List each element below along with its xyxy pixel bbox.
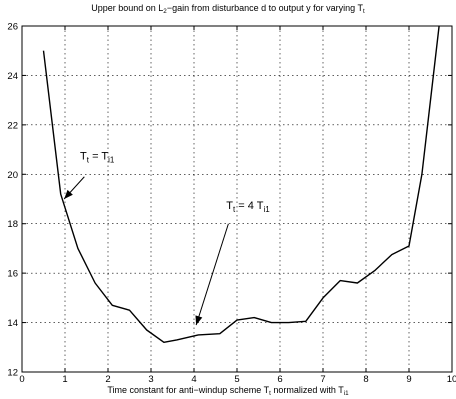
x-tick-label: 1: [62, 374, 67, 385]
annotation-label-part: T: [226, 200, 233, 212]
x-tick-label: 10: [447, 374, 456, 385]
annotation-label-part: t: [233, 205, 236, 214]
y-tick-label: 22: [7, 120, 18, 131]
x-tick-label: 6: [277, 374, 282, 385]
x-tick-label: 8: [363, 374, 368, 385]
annotation-label: Tt = 4 Ti1: [226, 200, 270, 214]
annotation-label-part: = T: [89, 150, 108, 162]
y-tick-label: 26: [7, 22, 18, 33]
grid: [22, 26, 452, 372]
annotation-label-part: T: [80, 150, 87, 162]
x-tick-label: 5: [234, 374, 239, 385]
y-tick-label: 18: [7, 219, 18, 230]
annotation-label-part: i1: [108, 155, 115, 164]
series-line: [42, 25, 440, 343]
annotation-label: Tt = Ti1: [80, 150, 115, 164]
annotation-arrow-head: [64, 189, 73, 199]
x-tick-label: 7: [320, 374, 325, 385]
x-tick-label: 2: [105, 374, 110, 385]
y-tick-label: 24: [7, 71, 18, 82]
x-tick-label: 0: [19, 374, 24, 385]
y-tick-label: 16: [7, 269, 18, 280]
x-tick-label: 9: [406, 374, 411, 385]
annotation-label-part: = 4 T: [235, 200, 264, 212]
x-tick-label: 4: [191, 374, 196, 385]
annotation-label-part: i1: [263, 205, 270, 214]
annotation-arrow-head: [195, 315, 203, 326]
annotation-arrow-line: [195, 223, 229, 326]
series-group: [42, 25, 440, 343]
x-tick-label: 3: [148, 374, 153, 385]
annotation-label-part: t: [87, 155, 90, 164]
chart-title: Upper bound on L2−gain from disturbance …: [91, 3, 365, 15]
x-axis-label: Time constant for anti−windup scheme Tt …: [107, 385, 349, 397]
y-tick-label: 20: [7, 170, 18, 181]
y-tick-label: 12: [7, 368, 18, 379]
y-tick-label: 14: [7, 318, 18, 329]
